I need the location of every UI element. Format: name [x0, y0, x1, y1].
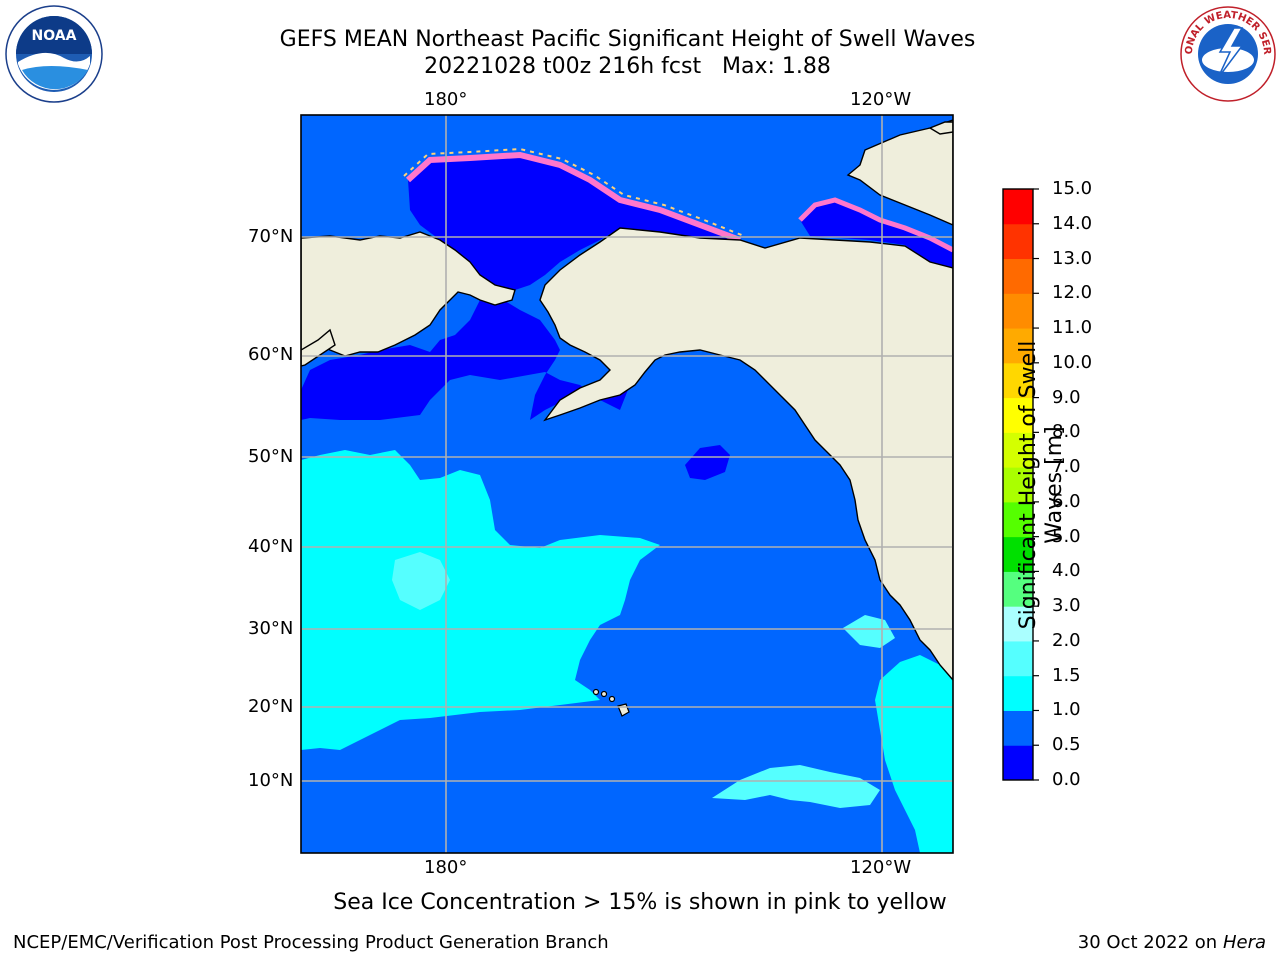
colorbar-segment — [1003, 293, 1033, 329]
colorbar-segment — [1003, 432, 1033, 468]
swell-zone-west — [301, 450, 660, 750]
colorbar-tick-label: 7.0 — [1052, 456, 1081, 478]
footer-date-text: 30 Oct 2022 on — [1077, 932, 1223, 953]
low-swell-zone-arctic — [408, 155, 740, 290]
colorbar-segment — [1003, 536, 1033, 572]
colorbar-tick-label: 15.0 — [1052, 178, 1093, 199]
colorbar-tick-label: 0.0 — [1052, 769, 1081, 790]
colorbar-tick-label: 4.0 — [1052, 560, 1081, 582]
colorbar-tick-label: 12.0 — [1052, 282, 1093, 304]
colorbar-segment — [1003, 571, 1033, 607]
noaa-logo: NOAA — [5, 5, 103, 103]
footer-date: 30 Oct 2022 on Hera — [1078, 932, 1266, 953]
colorbar-label: Significant Height of Swell Waves [m] — [1016, 335, 1068, 635]
colorbar-tick-label: 5.0 — [1052, 525, 1081, 547]
swell-zone-east — [875, 655, 953, 853]
colorbar-segment — [1003, 606, 1033, 642]
graticule — [301, 115, 953, 853]
low-swell-zone-beaufort — [800, 200, 953, 268]
land-siberia — [301, 231, 516, 361]
nws-logo: NATIONAL WEATHER SERVICE — [1178, 4, 1276, 102]
colorbar-tick-label: 2.0 — [1052, 629, 1081, 651]
colorbar-segment — [1003, 362, 1033, 399]
colorbar-tick-label: 0.5 — [1052, 734, 1081, 756]
colorbar-tick-label: 1.5 — [1052, 664, 1081, 686]
colorbar-segment — [1003, 745, 1033, 781]
colorbar-segment — [1003, 328, 1033, 364]
lon-label-bottom-120w: 120°W — [850, 857, 912, 878]
colorbar-tick-label: 10.0 — [1052, 351, 1093, 373]
colorbar-frame — [1002, 188, 1034, 781]
lat-label-70n: 70°N — [248, 226, 294, 247]
map-frame — [300, 114, 954, 854]
colorbar-tick-label: 9.0 — [1052, 386, 1081, 408]
land-alaska — [539, 227, 953, 682]
colorbar-segment — [1003, 640, 1033, 677]
colorbar-segment — [1003, 258, 1033, 294]
colorbar-tick-label: 6.0 — [1052, 490, 1081, 512]
lat-label-10n: 10°N — [248, 770, 294, 791]
colorbar-tick-label: 8.0 — [1052, 421, 1081, 443]
chart-title: GEFS MEAN Northeast Pacific Significant … — [279, 27, 976, 52]
lon-label-top-180: 180° — [424, 89, 468, 110]
land-arctic-islands — [846, 119, 953, 226]
colorbar-segment — [1003, 397, 1033, 433]
sea-ice-fringe — [405, 151, 742, 243]
colorbar-segment — [1003, 467, 1033, 503]
swell-zone-south — [712, 765, 880, 808]
lon-label-bottom-180: 180° — [424, 857, 468, 878]
lon-label-top-120w: 120°W — [850, 89, 912, 110]
lat-label-60n: 60°N — [248, 344, 294, 365]
colorbar-tick-label: 11.0 — [1052, 317, 1093, 339]
lat-label-20n: 20°N — [248, 696, 294, 717]
lat-label-30n: 30°N — [248, 618, 294, 639]
swell-zone-subtle — [392, 552, 450, 610]
svg-text:NOAA: NOAA — [32, 28, 77, 44]
colorbar-label-line1: Significant Height of Swell — [1016, 340, 1041, 630]
sea-ice-note: Sea Ice Concentration > 15% is shown in … — [333, 890, 947, 915]
footer-branch: NCEP/EMC/Verification Post Processing Pr… — [13, 932, 609, 953]
footer-machine: Hera — [1222, 932, 1266, 953]
lat-label-40n: 40°N — [248, 536, 294, 557]
lat-label-50n: 50°N — [248, 446, 294, 467]
colorbar-segment — [1003, 710, 1033, 746]
low-swell-patch — [685, 445, 730, 480]
colorbar-tick-label: 13.0 — [1052, 247, 1093, 269]
colorbar — [1003, 188, 1039, 781]
chart-subtitle: 20221028 t00z 216h fcst Max: 1.88 — [424, 54, 831, 79]
colorbar-segment — [1003, 189, 1033, 225]
colorbar-label-line2: Waves [m] — [1042, 426, 1067, 544]
colorbar-segment — [1003, 675, 1033, 711]
colorbar-segment — [1003, 223, 1033, 260]
colorbar-segment — [1003, 501, 1033, 538]
colorbar-tick-label: 1.0 — [1052, 699, 1081, 721]
land-arctic-island-small — [928, 121, 953, 135]
colorbar-tick-label: 3.0 — [1052, 595, 1081, 617]
colorbar-tick-label: 14.0 — [1052, 212, 1093, 234]
low-swell-zone-north — [301, 298, 635, 420]
